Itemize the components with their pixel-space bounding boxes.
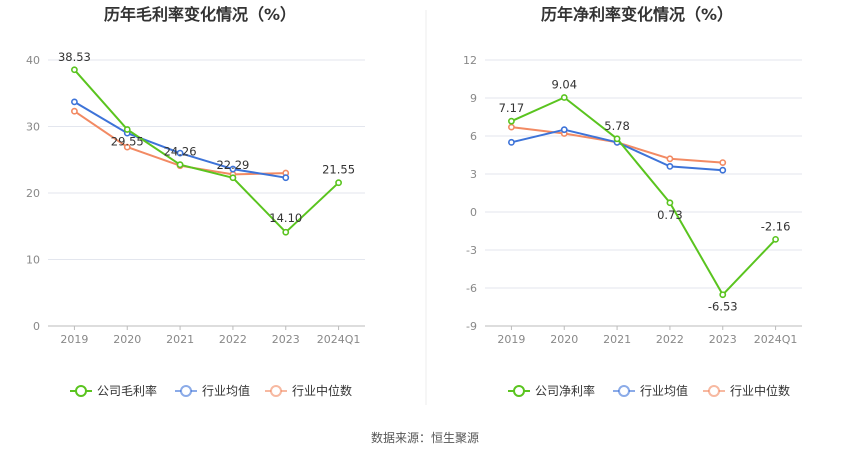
data-point [508, 117, 515, 125]
legend-label: 公司毛利率 [97, 383, 157, 398]
legend-label: 行业中位数 [292, 383, 352, 398]
x-tick-label: 2023 [709, 333, 737, 346]
data-point [666, 155, 674, 163]
y-tick-label: -6 [466, 282, 477, 295]
y-tick-label: 10 [26, 254, 40, 267]
legend-label: 行业均值 [640, 383, 688, 398]
x-tick-label: 2022 [656, 333, 684, 346]
x-tick-label: 2024Q1 [317, 333, 361, 346]
data-label: 14.10 [269, 211, 302, 225]
gross-margin-chart: 历年毛利率变化情况（%） 0 10 20 30 40 2019 2020 2021 2022 202… [26, 5, 365, 398]
legend-label: 行业中位数 [730, 383, 790, 398]
data-point [335, 179, 342, 187]
y-tick-label: 3 [470, 168, 477, 181]
data-point [666, 162, 674, 170]
legend-label: 行业均值 [202, 383, 250, 398]
data-point [560, 126, 568, 134]
x-tick-label: 2023 [272, 333, 300, 346]
data-point [719, 159, 727, 166]
y-tick-label: 6 [470, 130, 477, 143]
data-label: 7.17 [499, 101, 525, 115]
data-label: 22.29 [216, 158, 249, 172]
x-tick-label: 2021 [603, 333, 631, 346]
data-label: 29.55 [111, 134, 144, 148]
chart-title: 历年净利率变化情况（%） [541, 5, 733, 24]
x-tick-label: 2022 [219, 333, 247, 346]
y-tick-label: 20 [26, 187, 40, 200]
y-tick-label: 0 [33, 320, 40, 333]
x-tick-label: 2019 [60, 333, 88, 346]
chart-title: 历年毛利率变化情况（%） [104, 5, 296, 24]
data-point [508, 138, 515, 146]
net-margin-chart: 历年净利率变化情况（%） -9 -6 -3 0 3 6 9 12 2019 2020 2021 2022… [463, 5, 802, 398]
legend-swatch-marker [708, 385, 720, 397]
data-label: 38.53 [58, 50, 91, 64]
legend-swatch-marker [270, 385, 282, 397]
data-label: 21.55 [322, 163, 355, 177]
data-label: 0.73 [657, 208, 683, 222]
data-point [176, 149, 184, 157]
x-tick-label: 2020 [113, 333, 141, 346]
legend-swatch-marker [513, 385, 525, 397]
y-tick-label: 12 [463, 54, 477, 67]
data-point [508, 123, 515, 131]
y-tick-label: -9 [466, 320, 477, 333]
x-tick-label: 2020 [550, 333, 578, 346]
x-tick-label: 2021 [166, 333, 194, 346]
legend-swatch-marker [618, 385, 630, 397]
x-tick-label: 2024Q1 [754, 333, 798, 346]
y-tick-label: 0 [470, 206, 477, 219]
data-point [123, 126, 131, 133]
y-tick-label: 30 [26, 121, 40, 134]
data-point [71, 66, 78, 74]
legend-swatch-marker [75, 385, 87, 397]
data-point [282, 228, 290, 236]
data-point [229, 165, 237, 173]
y-tick-label: 40 [26, 54, 40, 67]
data-point [71, 107, 78, 115]
data-point [229, 174, 237, 182]
data-point [772, 235, 779, 243]
data-point [613, 135, 621, 143]
data-point [123, 143, 131, 151]
data-point [719, 166, 727, 174]
y-tick-label: -3 [466, 244, 477, 257]
legend-swatch-marker [180, 385, 192, 397]
series-line [510, 96, 777, 296]
data-point [666, 199, 674, 207]
data-point [282, 174, 290, 182]
data-point [176, 161, 184, 169]
data-label: -2.16 [761, 219, 791, 233]
data-point [560, 94, 568, 101]
source-note: 数据来源：恒生聚源 [371, 430, 479, 445]
data-label: 9.04 [551, 77, 577, 91]
y-tick-label: 9 [470, 92, 477, 105]
data-point [71, 98, 78, 106]
x-tick-label: 2019 [497, 333, 525, 346]
legend-label: 公司净利率 [535, 383, 595, 398]
data-point [719, 291, 727, 299]
data-label: 5.78 [604, 119, 630, 133]
data-label: 24.26 [164, 145, 197, 159]
series-line [73, 69, 340, 234]
data-label: -6.53 [708, 300, 738, 314]
